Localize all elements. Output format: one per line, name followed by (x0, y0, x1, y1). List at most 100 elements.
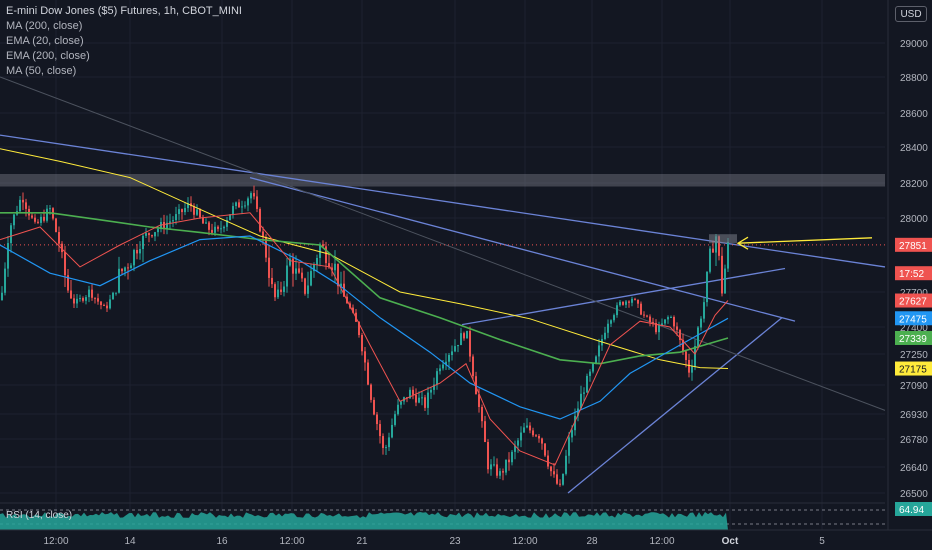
candle-body (388, 437, 390, 448)
price-badge (895, 330, 932, 345)
candle-body (58, 232, 60, 244)
candle-body (334, 263, 336, 271)
resistance-zone (0, 174, 885, 187)
candle-body (559, 483, 561, 485)
candle-body (325, 246, 327, 264)
candle-body (196, 209, 198, 215)
candle-body (550, 466, 552, 472)
candle-body (547, 455, 549, 467)
candle-body (451, 351, 453, 355)
time-tick-label: 14 (124, 536, 136, 547)
candle-body (607, 323, 609, 333)
annotation-arrow (737, 237, 873, 244)
candle-body (190, 203, 192, 207)
candle-body (610, 320, 612, 324)
indicator-ema200-label[interactable]: EMA (200, close) (6, 50, 90, 62)
candle-body (61, 243, 63, 253)
candle-body (667, 317, 669, 320)
candle-body (163, 222, 165, 229)
candle-body (295, 268, 297, 274)
candle-body (652, 322, 654, 324)
candle-body (448, 354, 450, 362)
indicator-ema20-label[interactable]: EMA (20, close) (6, 35, 84, 47)
candle-body (214, 226, 216, 233)
candle-body (139, 249, 141, 254)
candle-body (508, 459, 510, 463)
indicator-ma50-label[interactable]: MA (50, close) (6, 65, 77, 77)
time-tick-label: 23 (449, 536, 461, 547)
candle-body (499, 471, 501, 476)
candle-body (250, 193, 252, 199)
rsi-area (0, 512, 728, 530)
currency-button[interactable]: USD (895, 6, 927, 22)
candle-body (682, 339, 684, 352)
ma50-line (0, 235, 729, 420)
candle-body (589, 371, 591, 376)
candle-body (229, 214, 231, 221)
candle-body (523, 427, 525, 433)
candle-body (691, 366, 693, 373)
candle-body (529, 425, 531, 431)
candle-body (304, 278, 306, 294)
candle-body (592, 363, 594, 372)
candle-body (340, 283, 342, 287)
candle-body (595, 356, 597, 364)
candle-body (166, 222, 168, 229)
candle-body (10, 225, 12, 244)
candle-body (487, 442, 489, 470)
grid (0, 0, 885, 530)
rsi-value-badge (895, 502, 932, 516)
candle-body (364, 351, 366, 363)
candle-body (703, 302, 705, 319)
candle-body (445, 361, 447, 365)
candle-body (622, 301, 624, 305)
candle-body (265, 237, 267, 258)
chart-title: E-mini Dow Jones ($5) Futures, 1h, CBOT_… (6, 5, 242, 17)
candle-body (469, 330, 471, 357)
candle-body (631, 298, 633, 303)
candle-body (13, 214, 15, 226)
candle-body (418, 397, 420, 403)
candle-body (343, 283, 345, 297)
candle-body (562, 473, 564, 485)
candle-body (307, 285, 309, 294)
candle-body (493, 464, 495, 466)
candle-body (130, 265, 132, 269)
candle-body (85, 297, 87, 301)
price-tick-label: 28400 (900, 143, 928, 154)
candle-body (64, 252, 66, 276)
candle-body (655, 323, 657, 333)
candle-body (442, 364, 444, 369)
candle-body (142, 235, 144, 250)
candle-body (211, 229, 213, 233)
candle-body (577, 408, 579, 416)
candle-body (637, 299, 639, 304)
time-tick-label: 16 (216, 536, 228, 547)
indicator-ma200-label[interactable]: MA (200, close) (6, 20, 83, 32)
candle-body (532, 430, 534, 436)
candle-body (154, 232, 156, 237)
candle-body (280, 289, 282, 292)
candle-body (91, 289, 93, 298)
candle-body (31, 215, 33, 218)
candle-body (496, 464, 498, 476)
candle-body (421, 397, 423, 399)
candle-body (604, 332, 606, 340)
price-tick-label: 28200 (900, 179, 928, 190)
candle-body (97, 298, 99, 302)
candle-body (157, 228, 159, 233)
candle-body (382, 436, 384, 448)
candle-body (586, 375, 588, 393)
candle-body (511, 451, 513, 463)
candle-body (175, 214, 177, 221)
candle-body (706, 271, 708, 303)
candle-body (397, 404, 399, 415)
candle-body (553, 471, 555, 475)
trend-line (461, 267, 786, 326)
candle-body (634, 298, 636, 300)
candle-body (568, 437, 570, 456)
candle-body (658, 325, 660, 333)
candle-body (217, 226, 219, 229)
annotation-arrowhead (736, 236, 749, 250)
